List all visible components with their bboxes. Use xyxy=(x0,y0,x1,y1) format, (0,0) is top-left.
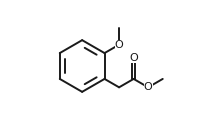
Text: O: O xyxy=(115,40,124,50)
Text: O: O xyxy=(144,82,152,92)
Text: O: O xyxy=(129,53,138,63)
